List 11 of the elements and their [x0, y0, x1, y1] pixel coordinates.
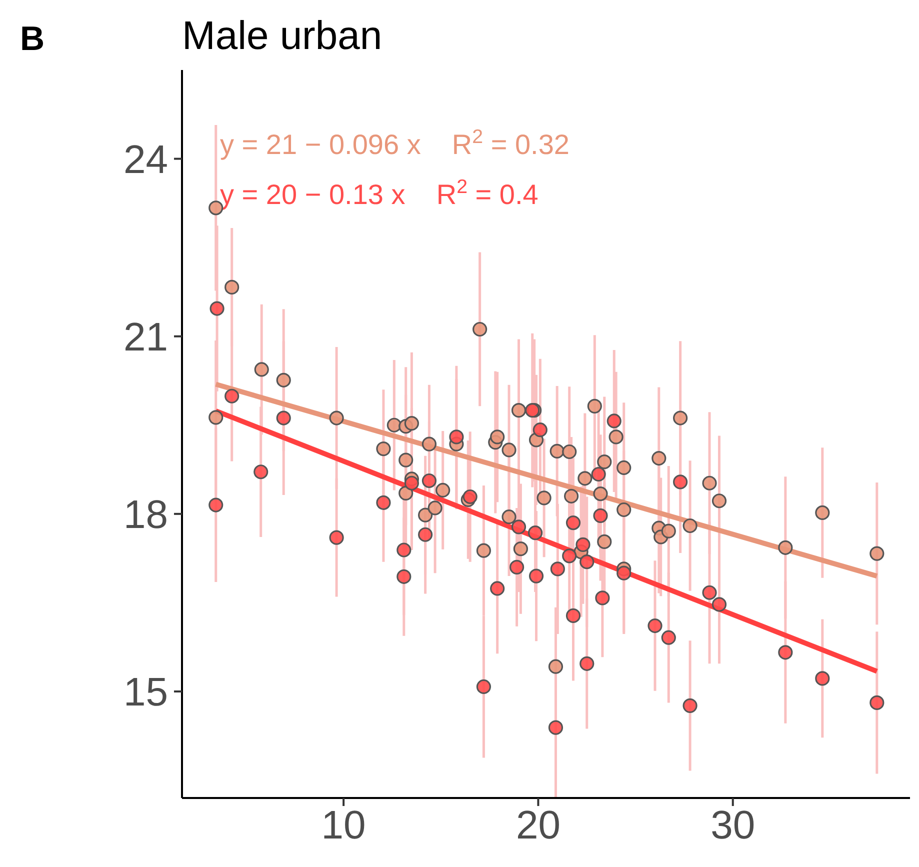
x-tick-label: 10 — [321, 803, 366, 848]
y-tick-label: 15 — [124, 670, 168, 715]
x-tick-label: 30 — [710, 803, 756, 848]
y-tick-label: 24 — [124, 138, 168, 182]
annotation: y = 21 − 0.096 x R$^{2}$ = 0.32 — [220, 126, 570, 160]
y-tick-label: 21 — [124, 316, 168, 360]
y-tick-label: 18 — [124, 493, 168, 538]
annotation: y = 20 − 0.13 x R$^{2}$ = 0.4 — [220, 176, 538, 210]
chart-title: Male urban — [182, 14, 382, 59]
text: B — [20, 20, 45, 59]
x-tick-label: 20 — [516, 803, 560, 848]
